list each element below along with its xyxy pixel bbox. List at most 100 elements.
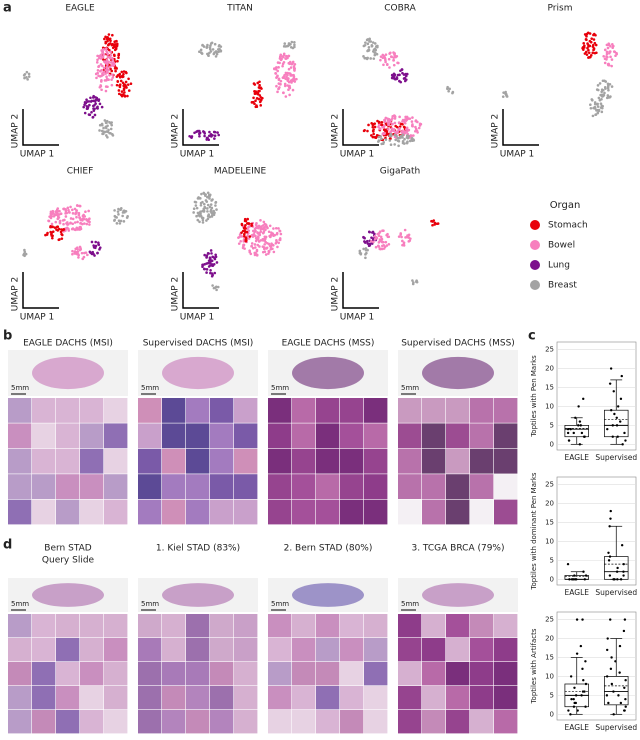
y-axis-label: UMAP 2: [491, 114, 501, 149]
tile: [292, 499, 316, 525]
umap-point: [283, 82, 287, 86]
umap-point: [595, 109, 598, 112]
panel-title: EAGLE DACHS (MSS): [282, 339, 375, 349]
umap-point: [105, 67, 109, 70]
umap-point: [105, 60, 108, 63]
y-axis-label: UMAP 2: [171, 114, 181, 149]
umap-point: [608, 50, 611, 54]
tile: [186, 638, 210, 662]
umap-point: [250, 245, 253, 248]
umap-point: [214, 204, 217, 207]
umap-point: [396, 139, 400, 143]
umap-point: [209, 268, 212, 272]
x-axis-label: UMAP 1: [20, 150, 55, 160]
umap-point: [250, 224, 253, 227]
y-tick-label: 20: [545, 365, 554, 373]
tile: [398, 710, 422, 734]
umap-point: [381, 132, 385, 136]
umap-point: [415, 129, 419, 133]
tile: [422, 398, 446, 423]
umap-point: [277, 241, 281, 245]
tile: [138, 499, 162, 525]
umap-point: [401, 120, 404, 123]
tile: [398, 499, 422, 525]
umap-point: [362, 235, 365, 239]
umap-point: [593, 101, 597, 104]
point: [623, 431, 626, 435]
point: [572, 697, 575, 701]
umap-point: [262, 220, 266, 224]
umap-point: [267, 250, 271, 254]
point: [573, 574, 576, 577]
umap-point: [610, 58, 614, 61]
umap-point: [117, 213, 120, 216]
legend-label: Lung: [548, 261, 570, 271]
umap-point: [262, 227, 265, 230]
umap-point: [291, 60, 295, 64]
umap-point: [208, 193, 212, 197]
umap-point: [212, 262, 216, 266]
umap-point: [602, 54, 605, 58]
umap-point: [399, 69, 402, 73]
umap-point: [214, 253, 217, 257]
umap-point: [291, 88, 295, 92]
legend-marker: [530, 220, 540, 230]
tile: [138, 710, 162, 734]
panel-title: Supervised DACHS (MSI): [143, 339, 254, 349]
tile: [494, 614, 518, 638]
umap-point: [384, 53, 388, 56]
umap-point: [379, 247, 383, 251]
axis-arrow: [22, 109, 59, 146]
umap-point: [205, 219, 208, 222]
point: [579, 424, 582, 427]
tile: [422, 614, 446, 638]
umap-point: [582, 46, 586, 49]
umap-point: [209, 249, 213, 252]
legend-marker: [530, 280, 540, 290]
umap-point: [199, 210, 202, 214]
umap-point: [207, 134, 211, 138]
y-tick-label: 15: [545, 653, 554, 661]
tile: [268, 614, 292, 638]
tile: [32, 499, 56, 525]
tile: [340, 662, 364, 686]
point: [581, 667, 584, 671]
umap-point: [590, 98, 594, 101]
umap-point: [104, 41, 108, 45]
umap-point: [210, 272, 214, 275]
umap-point: [100, 88, 103, 92]
x-tick-label: EAGLE: [565, 588, 590, 597]
umap-point: [607, 88, 610, 92]
point: [575, 618, 579, 621]
umap-point: [603, 85, 607, 89]
umap-point: [215, 261, 219, 264]
point: [605, 694, 609, 697]
umap-point: [366, 242, 370, 245]
point: [570, 578, 574, 581]
umap-point: [377, 245, 381, 248]
umap-point: [215, 288, 218, 292]
umap-point: [104, 89, 108, 93]
umap-point: [414, 125, 417, 129]
umap-point: [195, 214, 198, 218]
point: [580, 694, 583, 697]
umap-point: [237, 236, 240, 239]
tile: [398, 474, 422, 499]
umap-point: [127, 77, 130, 81]
umap-point: [599, 93, 602, 97]
umap-point: [211, 284, 214, 287]
umap-point: [282, 61, 286, 64]
point: [569, 675, 573, 678]
tile: [422, 710, 446, 734]
umap-point: [82, 255, 86, 259]
tile: [292, 474, 316, 499]
umap-point: [129, 82, 133, 86]
point: [609, 509, 612, 513]
umap-point: [402, 125, 406, 129]
umap-point: [206, 261, 210, 265]
umap-point: [215, 285, 218, 289]
point: [583, 578, 587, 581]
umap-point: [290, 62, 294, 66]
umap-point: [71, 208, 74, 212]
point: [607, 551, 610, 554]
